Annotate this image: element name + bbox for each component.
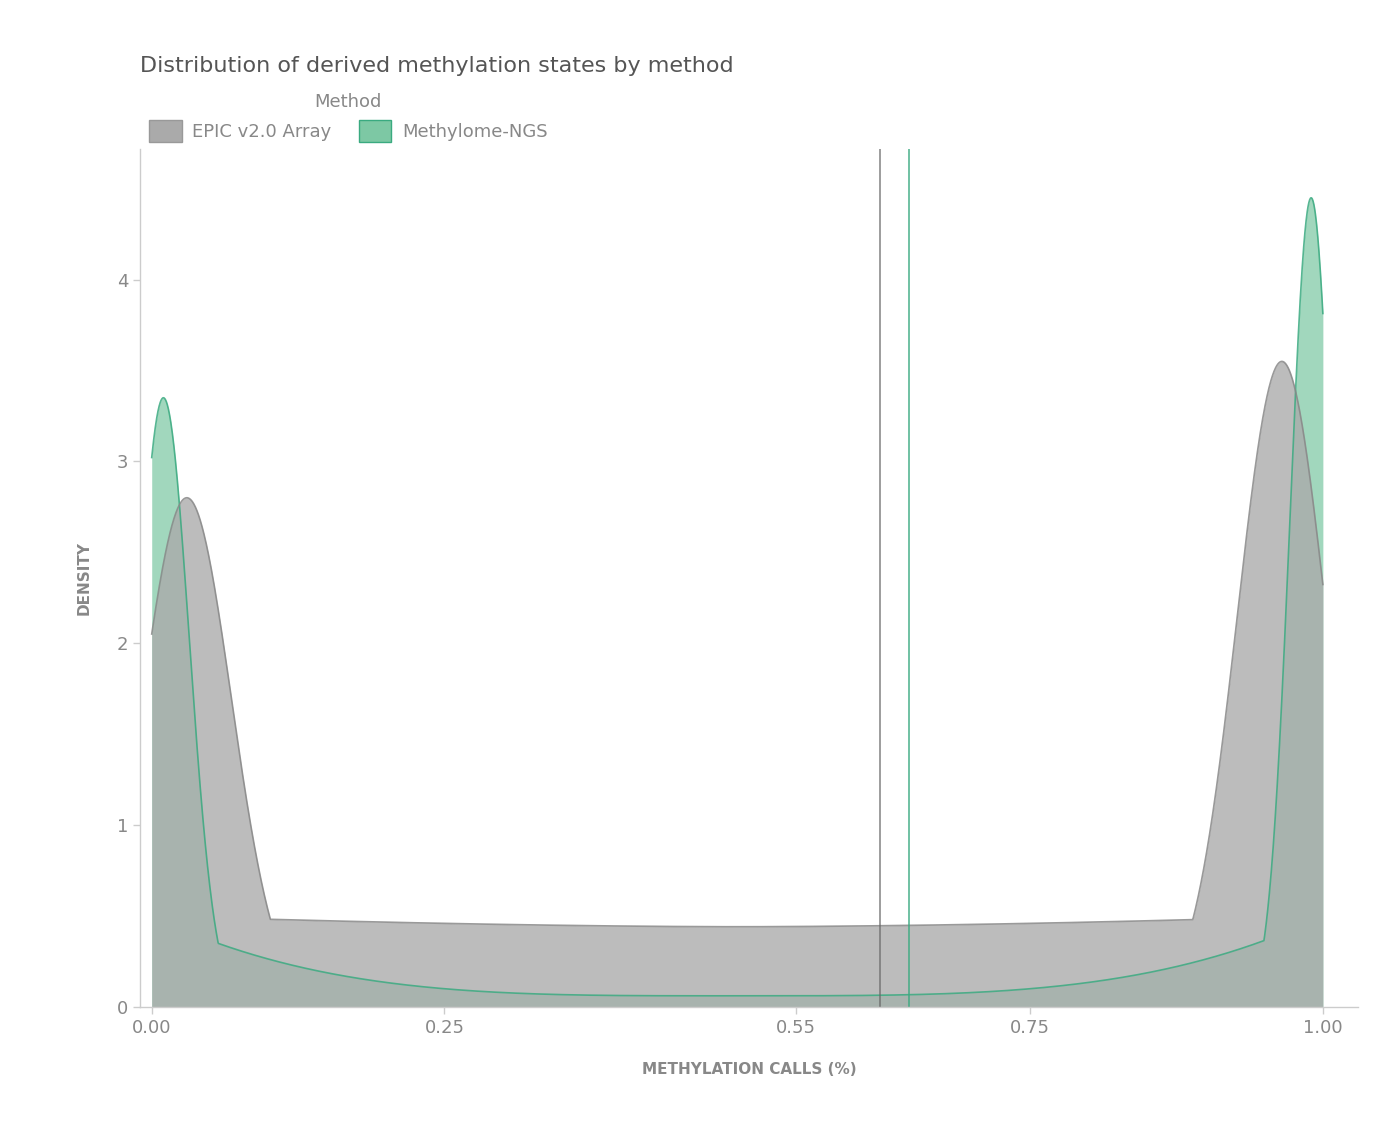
Y-axis label: DENSITY: DENSITY xyxy=(77,541,91,614)
Legend: EPIC v2.0 Array, Methylome-NGS: EPIC v2.0 Array, Methylome-NGS xyxy=(148,94,547,143)
X-axis label: METHYLATION CALLS (%): METHYLATION CALLS (%) xyxy=(641,1062,857,1077)
Text: Distribution of derived methylation states by method: Distribution of derived methylation stat… xyxy=(140,56,734,77)
